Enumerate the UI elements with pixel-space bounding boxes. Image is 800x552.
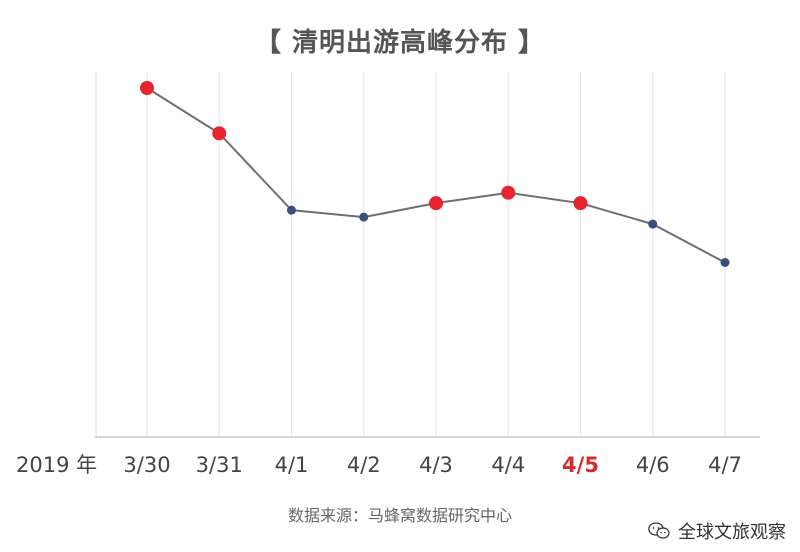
x-tick-label: 4/2 — [347, 453, 381, 477]
peak-point — [212, 126, 227, 141]
peak-point — [501, 185, 516, 200]
data-source-note: 数据来源：马蜂窝数据研究中心 — [287, 506, 512, 525]
peak-point — [140, 81, 154, 95]
year-label: 2019 年 — [16, 453, 97, 477]
grid-lines — [95, 72, 726, 437]
watermark-text: 全球文旅观察 — [678, 522, 786, 543]
data-point — [648, 219, 658, 229]
x-tick-label: 3/31 — [196, 453, 243, 477]
wechat-icon — [648, 522, 670, 539]
x-tick-label: 4/1 — [275, 453, 309, 477]
x-tick-label: 4/7 — [708, 453, 742, 477]
data-point — [720, 258, 730, 267]
x-tick-label: 4/4 — [491, 453, 525, 477]
data-points — [140, 81, 730, 267]
x-tick-label: 4/3 — [419, 453, 453, 477]
peak-point — [429, 196, 443, 211]
x-tick-labels: 2019 年 3/30 3/31 4/1 4/2 4/3 4/4 4/5 4/6 4/7 — [16, 453, 742, 477]
data-point — [287, 205, 296, 215]
x-tick-label: 3/30 — [123, 453, 170, 477]
chart-title: 【 清明出游高峰分布 】 — [254, 28, 546, 58]
data-point — [359, 212, 369, 222]
x-tick-label: 4/6 — [636, 453, 670, 477]
peak-point — [573, 196, 588, 211]
watermark: 全球文旅观察 — [648, 518, 786, 544]
x-tick-label: 4/5 — [562, 453, 599, 477]
